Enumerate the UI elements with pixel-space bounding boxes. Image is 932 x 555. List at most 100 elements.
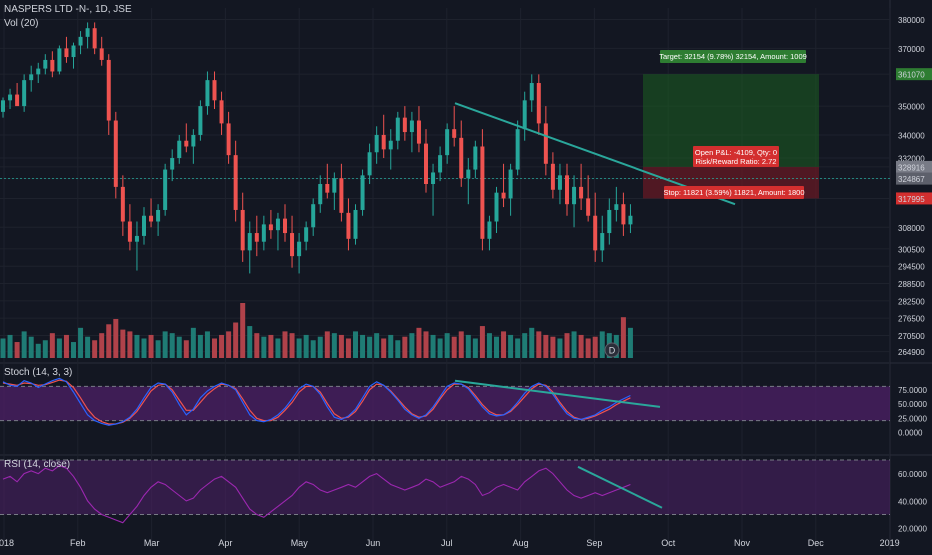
time-axis-label: 2019	[880, 538, 900, 548]
volume-bar	[599, 331, 605, 358]
volume-title: Vol (20)	[4, 18, 39, 29]
volume-bar	[388, 334, 394, 358]
candle-body	[177, 140, 182, 159]
candle-body	[452, 129, 457, 138]
volume-bar	[197, 334, 203, 358]
candle-body	[261, 224, 266, 242]
volume-bar	[134, 334, 140, 358]
candle-body	[71, 45, 76, 58]
volume-bar	[162, 331, 168, 358]
volume-bar	[42, 340, 48, 358]
candle-body	[529, 83, 534, 101]
time-axis-label: Aug	[513, 538, 529, 548]
price-axis-label: 288500	[898, 280, 925, 289]
price-axis-label: 300500	[898, 245, 925, 254]
candle-body	[36, 68, 41, 75]
rsi-axis-label: 20.0000	[898, 525, 927, 534]
candle-body	[381, 134, 386, 150]
dividend-label: D	[609, 346, 616, 356]
volume-bar	[416, 327, 422, 358]
candle-body	[515, 129, 520, 170]
candle-body	[254, 233, 259, 242]
candle-body	[8, 94, 13, 101]
volume-bar	[317, 336, 323, 358]
candle-body	[311, 204, 316, 228]
volume-bar	[430, 334, 436, 358]
stop-label	[664, 186, 804, 199]
candle-body	[205, 80, 210, 107]
pnl-label	[693, 146, 779, 167]
volume-bar	[550, 336, 556, 358]
stop-label-text: Stop: 11821 (3.59%) 11821, Amount: 1800	[663, 188, 804, 197]
candle-body	[283, 218, 287, 234]
candle-body	[614, 204, 619, 210]
price-axis-label: 294500	[898, 263, 925, 272]
price-axis-label: 282500	[898, 297, 925, 306]
candle-body	[212, 80, 217, 101]
candle-body	[579, 186, 584, 199]
rsi-line	[2, 464, 631, 524]
price-axis-label: 264900	[898, 348, 925, 357]
volume-bar	[620, 317, 626, 358]
volume-bar	[458, 331, 464, 358]
candle-body	[543, 123, 548, 164]
volume-bars	[0, 303, 633, 358]
candle-body	[134, 235, 139, 242]
stoch-title: Stoch (14, 3, 3)	[4, 367, 73, 378]
volume-bar	[233, 322, 239, 358]
volume-bar	[529, 327, 535, 358]
volume-bar	[395, 340, 401, 358]
volume-bar	[183, 340, 189, 358]
price-axis-label: 276500	[898, 315, 925, 324]
stoch-k-line	[2, 377, 631, 426]
volume-bar	[451, 336, 457, 358]
volume-bar	[261, 336, 267, 358]
volume-bar	[282, 331, 288, 358]
target-label-text: Target: 32154 (9.78%) 32154, Amount: 100…	[659, 52, 807, 61]
candle-body	[170, 158, 175, 170]
candle-body	[536, 83, 541, 124]
volume-bar	[501, 331, 507, 358]
volume-bar	[7, 334, 13, 358]
volume-bar	[338, 334, 344, 358]
candle-body	[127, 221, 132, 242]
volume-bar	[494, 336, 499, 358]
price-axis: 380000 370000 361070 350000 340000 3320003289…	[896, 16, 932, 534]
volume-bar	[486, 333, 492, 358]
volume-bar	[35, 343, 41, 358]
candle-body	[424, 143, 428, 184]
candle-body	[438, 155, 443, 173]
pnl-label-text: Open P&L: -4109, Qty: 0	[695, 148, 777, 157]
candle-body	[78, 36, 83, 46]
volume-bar	[99, 333, 105, 358]
candle-body	[621, 204, 626, 225]
volume-bar	[120, 329, 126, 358]
stoch-d-line	[2, 379, 631, 425]
volume-bar	[127, 331, 133, 358]
candle-body	[29, 74, 34, 81]
candle-body	[600, 233, 605, 251]
candle-body	[494, 192, 499, 222]
rsi-trendline	[577, 465, 663, 509]
candle-body	[565, 175, 569, 205]
volume-bar	[169, 333, 175, 358]
target-label	[660, 50, 806, 63]
price-tag	[896, 192, 932, 205]
candle-body	[22, 80, 27, 107]
candle-body	[360, 175, 365, 210]
price-tag	[896, 68, 932, 81]
volume-bar	[190, 327, 196, 358]
candle-body	[43, 59, 48, 69]
volume-bar	[14, 342, 20, 358]
volume-bar	[56, 338, 62, 358]
candles: D	[1, 22, 633, 358]
candle-body	[50, 59, 55, 72]
oscillators	[0, 377, 890, 524]
volume-bar	[155, 340, 161, 358]
volume-bar	[479, 326, 485, 358]
candle-body	[480, 146, 485, 239]
stoch-axis-label: 50.0000	[898, 400, 927, 409]
rsi-title: RSI (14, close)	[4, 459, 71, 470]
